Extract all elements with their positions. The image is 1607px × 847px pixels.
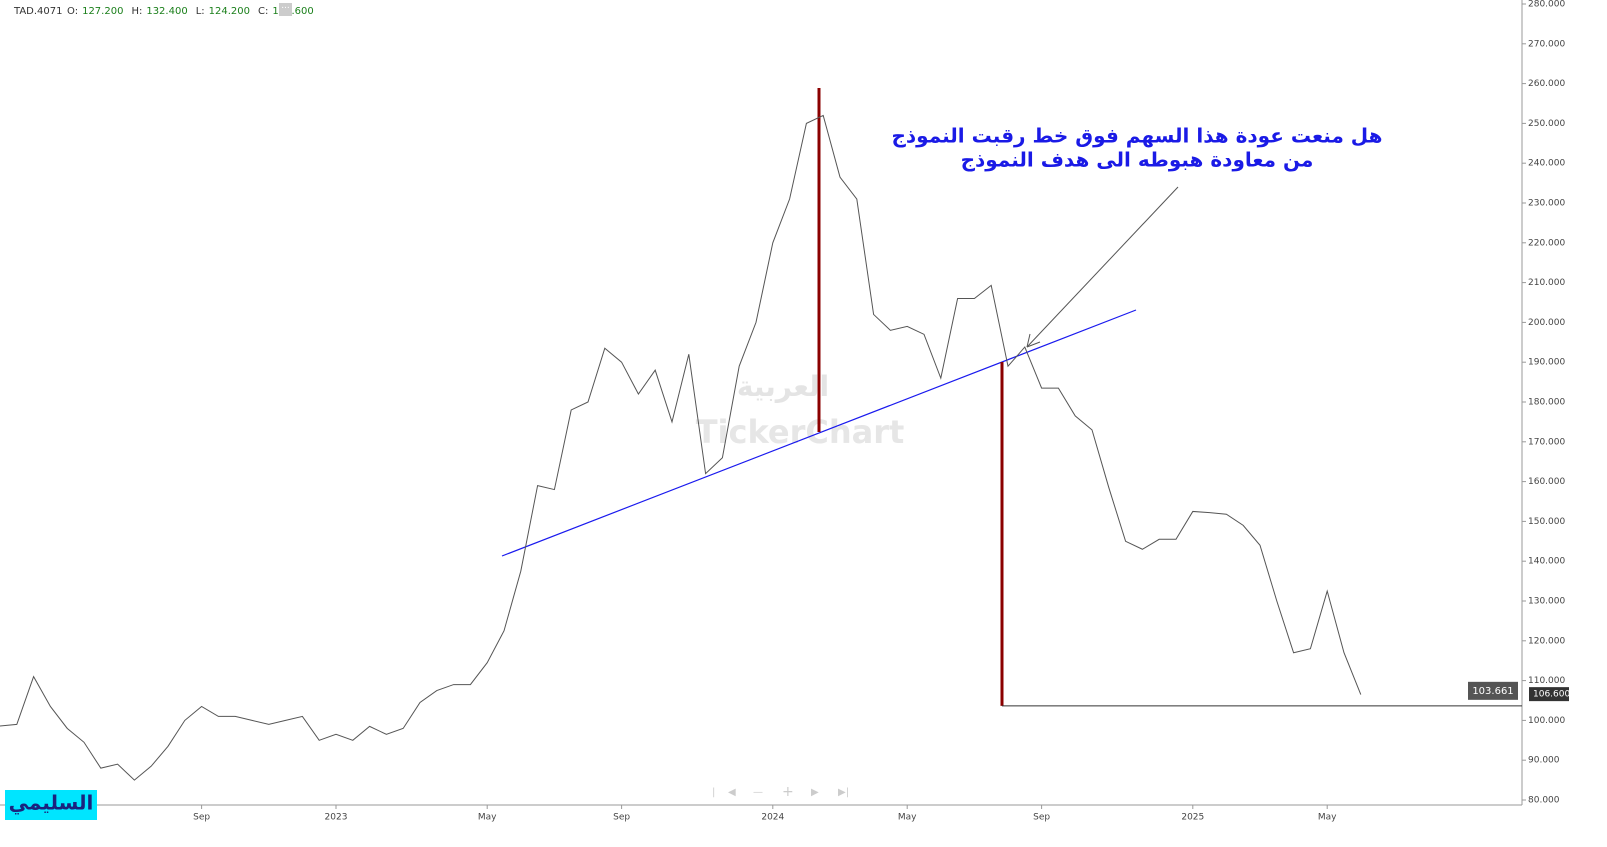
y-tick-label: 80.000 [1528, 796, 1560, 806]
y-tick-label: 120.000 [1528, 636, 1565, 646]
symbol: TAD.4071 [13, 6, 63, 17]
ohlc-label: C: [258, 6, 268, 17]
x-tick-label: May [898, 813, 917, 823]
y-tick-label: 130.000 [1528, 597, 1565, 607]
nav-controls: | ◀ — + ▶ ▶| [712, 784, 849, 800]
x-tick-label: Sep [193, 813, 210, 823]
price-line [0, 114, 1362, 781]
nav-icon[interactable]: | [712, 787, 715, 798]
annotation-line: من معاودة هبوطه الى هدف النموذج [961, 148, 1314, 172]
y-tick-label: 280.000 [1528, 0, 1565, 10]
y-tick-label: 150.000 [1528, 517, 1565, 527]
annotation: هل منعت عودة هذا السهم فوق خط رقبت النمو… [891, 124, 1382, 172]
x-tick-label: Sep [613, 813, 630, 823]
x-tick-label: 2024 [761, 813, 784, 823]
target-tag [1468, 681, 1518, 700]
y-tick-label: 110.000 [1528, 676, 1565, 686]
y-tick-label: 220.000 [1528, 238, 1565, 248]
x-tick-label: May [478, 813, 497, 823]
arrow-line [1026, 341, 1041, 348]
y-tick-label: 90.000 [1528, 756, 1560, 766]
x-tick-label: 2025 [1181, 813, 1204, 823]
ohlc-label: L: [196, 6, 205, 17]
y-tick-label: 250.000 [1528, 119, 1565, 129]
y-tick-label: 260.000 [1528, 79, 1565, 89]
y-tick-label: 240.000 [1528, 159, 1565, 169]
ohlc-value: 124.200 [209, 6, 250, 17]
x-tick-label: May [1318, 813, 1337, 823]
y-tick-label: 180.000 [1528, 398, 1565, 408]
y-tick-label: 170.000 [1528, 437, 1565, 447]
more-button[interactable] [279, 3, 292, 16]
nav-icon[interactable]: ◀ [728, 787, 736, 798]
ohlc-label: O: [67, 6, 78, 17]
more-icon[interactable]: ··· [281, 4, 290, 14]
y-tick-label: 270.000 [1528, 39, 1565, 49]
ohlc-value: 127.200 [82, 6, 123, 17]
y-tick-label: 160.000 [1528, 477, 1565, 487]
signature: السليمي [9, 791, 94, 816]
trendline [501, 309, 1137, 557]
target-label: 103.661 [1472, 686, 1513, 697]
nav-icon[interactable]: + [782, 784, 794, 800]
watermark: TickerChart [696, 413, 905, 451]
last-price-label: 106.600 [1533, 690, 1570, 700]
ohlc-value: 130.600 [272, 6, 313, 17]
x-tick-label: Sep [1033, 813, 1050, 823]
arrow-line [1026, 333, 1031, 348]
y-tick-label: 140.000 [1528, 557, 1565, 567]
nav-icon[interactable]: ▶| [838, 787, 849, 798]
watermark: العربية [737, 370, 829, 403]
y-tick-label: 190.000 [1528, 358, 1565, 368]
nav-icon[interactable]: ▶ [811, 787, 819, 798]
y-tick-label: 230.000 [1528, 199, 1565, 209]
y-tick-label: 210.000 [1528, 278, 1565, 288]
x-tick-label: 2023 [325, 813, 348, 823]
annotation-line: هل منعت عودة هذا السهم فوق خط رقبت النمو… [891, 124, 1382, 148]
y-tick-label: 200.000 [1528, 318, 1565, 328]
ohlc-header: O: 127.200 H: 132.400 L: 124.200 C: 130.600 [67, 6, 314, 17]
signature-box [5, 790, 97, 820]
ohlc-value: 132.400 [146, 6, 187, 17]
last-price-tag [1529, 687, 1569, 702]
nav-icon[interactable]: — [753, 787, 763, 798]
arrow-line [1026, 186, 1179, 348]
ohlc-label: H: [131, 6, 142, 17]
y-tick-label: 100.000 [1528, 716, 1565, 726]
